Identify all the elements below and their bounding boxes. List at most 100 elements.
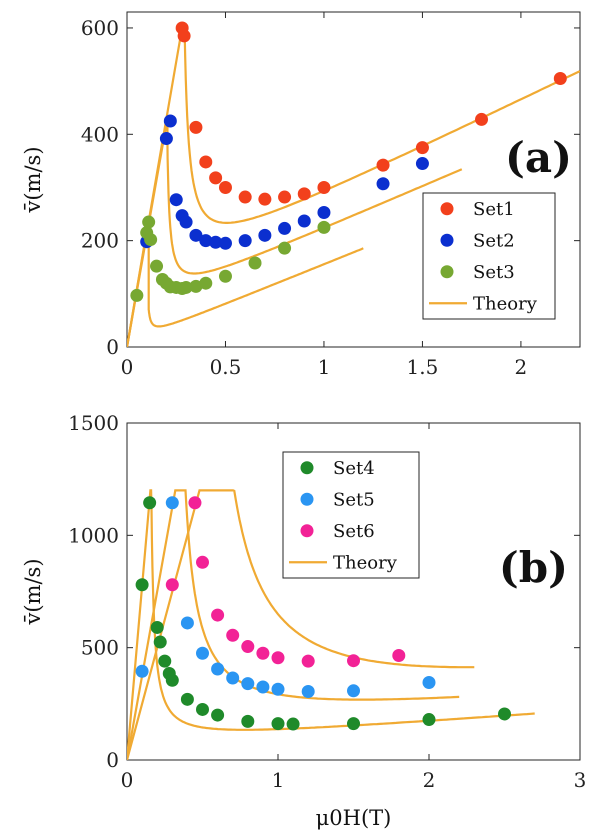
data-point [317, 205, 331, 219]
x-tick-label: 0 [121, 355, 134, 379]
data-point [347, 684, 360, 698]
data-point [196, 555, 209, 569]
data-point [144, 233, 158, 247]
x-tick-label: 1 [272, 768, 285, 792]
data-point [177, 29, 191, 43]
data-point [271, 717, 285, 731]
data-point [317, 180, 331, 194]
data-point [150, 620, 164, 634]
theory-curve [127, 489, 460, 760]
data-point [180, 616, 194, 630]
legend-entry: Set4 [333, 458, 375, 479]
panel-label-a: (a) [505, 133, 572, 182]
data-point [211, 608, 225, 622]
data-point [278, 221, 292, 235]
data-point [238, 234, 252, 248]
x-tick-label: 3 [574, 768, 587, 792]
data-point [271, 682, 285, 696]
data-point [553, 71, 567, 85]
legend-marker [440, 202, 454, 216]
theory-curve [127, 118, 463, 347]
x-tick-label: 1.5 [407, 355, 439, 379]
series-set3 [130, 215, 331, 302]
series-set1 [175, 21, 567, 206]
legend-entry: Set3 [473, 262, 515, 283]
data-point [415, 141, 429, 155]
legend-marker [440, 265, 454, 279]
data-point [199, 234, 213, 248]
data-point [199, 155, 213, 169]
legend-entry: Set2 [473, 230, 515, 251]
data-point [169, 193, 183, 207]
legend-marker [300, 461, 314, 475]
legend-entry: Set5 [333, 489, 375, 510]
panel-label-b: (b) [499, 543, 568, 592]
y-tick-label: 0 [106, 335, 119, 359]
data-point [241, 714, 255, 728]
plot-frame-b [126, 422, 581, 761]
legend-a: Set1 Set2 Set3 Theory [422, 192, 556, 320]
data-point [392, 649, 406, 663]
data-point [159, 132, 173, 146]
legend-entry: Theory [473, 293, 538, 314]
data-point [211, 708, 225, 722]
data-point [238, 190, 252, 204]
chart-panel-b: 0 1 2 3 0 500 1000 1500 v̄(m/s) μ0H(T) (b) Set4 Set5… [21, 411, 586, 830]
data-point [248, 256, 262, 270]
data-point [258, 192, 272, 206]
data-point [196, 702, 209, 716]
data-point [142, 215, 156, 229]
x-tick-label: 2 [515, 355, 528, 379]
legend-entry: Theory [333, 552, 398, 573]
data-point [278, 190, 292, 204]
y-tick-label: 500 [81, 636, 119, 660]
data-point [226, 628, 240, 642]
data-point [241, 640, 255, 654]
data-point [258, 228, 272, 242]
theory-curve [127, 489, 475, 760]
data-point [165, 496, 179, 510]
data-point [422, 713, 436, 727]
plot-frame-a [126, 11, 581, 348]
data-point [130, 288, 144, 302]
theory-curve [127, 219, 364, 347]
series-set2 [140, 114, 429, 250]
data-point [297, 187, 311, 201]
x-tick-label: 0 [121, 768, 134, 792]
data-point [347, 717, 360, 731]
data-point [180, 692, 194, 706]
data-point [179, 280, 193, 294]
data-point [415, 157, 429, 171]
data-point [189, 228, 203, 242]
data-point [199, 276, 213, 290]
data-point [196, 646, 209, 660]
data-point [376, 158, 390, 172]
data-point [218, 236, 232, 250]
data-point [189, 279, 203, 293]
y-axis-label-a: v̄(m/s) [21, 146, 45, 213]
data-point [218, 180, 232, 194]
data-point [163, 114, 177, 128]
legend-marker [300, 524, 314, 538]
y-tick-label: 200 [81, 229, 119, 253]
data-point [297, 214, 311, 228]
data-point [301, 654, 315, 668]
data-point [209, 235, 223, 249]
y-axis-label-b: v̄(m/s) [21, 558, 45, 625]
legend-marker [440, 233, 454, 247]
x-tick-label: 0.5 [210, 355, 242, 379]
data-point [301, 684, 315, 698]
y-tick-label: 400 [81, 122, 119, 146]
data-point [143, 496, 157, 510]
data-point [256, 680, 270, 694]
x-axis-label-b: μ0H(T) [316, 806, 392, 830]
data-point [189, 120, 203, 134]
legend-entry: Set1 [473, 199, 515, 220]
data-point [135, 664, 149, 678]
data-point [188, 496, 202, 510]
data-point [153, 635, 167, 649]
x-tick-label: 2 [423, 768, 436, 792]
data-point [422, 675, 436, 689]
